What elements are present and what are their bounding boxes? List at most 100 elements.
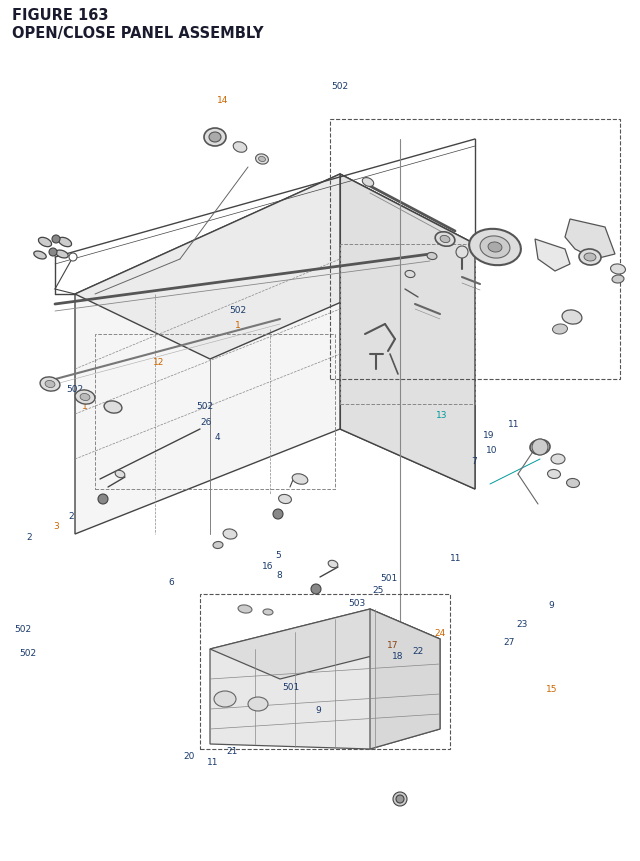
Ellipse shape bbox=[278, 495, 291, 504]
Ellipse shape bbox=[104, 401, 122, 413]
Text: 9: 9 bbox=[316, 705, 321, 714]
Bar bbox=[340, 245, 475, 405]
Ellipse shape bbox=[469, 230, 521, 266]
Ellipse shape bbox=[259, 158, 266, 163]
Text: 24: 24 bbox=[435, 629, 446, 637]
Ellipse shape bbox=[405, 271, 415, 278]
Ellipse shape bbox=[233, 143, 247, 153]
Circle shape bbox=[532, 439, 548, 455]
Ellipse shape bbox=[56, 251, 68, 258]
Text: 17: 17 bbox=[387, 641, 398, 649]
Circle shape bbox=[69, 254, 77, 262]
Text: 11: 11 bbox=[508, 420, 520, 429]
Polygon shape bbox=[75, 175, 475, 535]
Polygon shape bbox=[210, 610, 440, 679]
Text: 502: 502 bbox=[196, 402, 213, 411]
Ellipse shape bbox=[551, 455, 565, 464]
Circle shape bbox=[311, 585, 321, 594]
Circle shape bbox=[52, 236, 60, 244]
Text: 502: 502 bbox=[14, 624, 31, 633]
Text: 16: 16 bbox=[262, 561, 273, 570]
Ellipse shape bbox=[584, 254, 596, 262]
Text: 22: 22 bbox=[412, 647, 424, 655]
Text: 501: 501 bbox=[380, 573, 397, 582]
Text: 14: 14 bbox=[217, 96, 228, 105]
Ellipse shape bbox=[204, 129, 226, 147]
Ellipse shape bbox=[440, 236, 450, 244]
Ellipse shape bbox=[562, 311, 582, 325]
Text: 1: 1 bbox=[82, 401, 87, 410]
Text: 3: 3 bbox=[53, 522, 58, 530]
Polygon shape bbox=[565, 220, 615, 260]
Ellipse shape bbox=[263, 610, 273, 616]
Ellipse shape bbox=[488, 243, 502, 253]
Ellipse shape bbox=[566, 479, 579, 488]
Ellipse shape bbox=[480, 237, 510, 259]
Text: 1: 1 bbox=[236, 321, 241, 330]
Ellipse shape bbox=[612, 276, 624, 283]
Text: 21: 21 bbox=[227, 746, 238, 755]
Text: 5: 5 bbox=[275, 550, 280, 559]
Ellipse shape bbox=[255, 155, 268, 165]
Text: 6: 6 bbox=[169, 578, 174, 586]
Ellipse shape bbox=[213, 542, 223, 548]
Polygon shape bbox=[370, 610, 440, 749]
Text: 2: 2 bbox=[26, 533, 31, 542]
Polygon shape bbox=[535, 239, 570, 272]
Ellipse shape bbox=[40, 377, 60, 392]
Ellipse shape bbox=[80, 394, 90, 401]
Polygon shape bbox=[75, 175, 475, 360]
Ellipse shape bbox=[223, 530, 237, 540]
Polygon shape bbox=[210, 610, 440, 749]
Text: 25: 25 bbox=[372, 585, 383, 594]
Circle shape bbox=[49, 249, 57, 257]
Text: 4: 4 bbox=[215, 432, 220, 441]
Text: 502: 502 bbox=[332, 82, 348, 90]
Text: 8: 8 bbox=[276, 571, 282, 579]
Text: 26: 26 bbox=[200, 418, 212, 426]
Text: 19: 19 bbox=[483, 430, 494, 439]
Ellipse shape bbox=[547, 470, 561, 479]
Bar bbox=[95, 335, 335, 489]
Text: 10: 10 bbox=[486, 446, 498, 455]
Ellipse shape bbox=[58, 238, 72, 247]
Ellipse shape bbox=[248, 697, 268, 711]
Text: 11: 11 bbox=[207, 757, 219, 765]
Text: 7: 7 bbox=[471, 456, 476, 465]
Ellipse shape bbox=[427, 253, 437, 260]
Ellipse shape bbox=[435, 232, 455, 247]
Circle shape bbox=[456, 247, 468, 258]
Text: 11: 11 bbox=[450, 554, 461, 562]
Text: 27: 27 bbox=[504, 637, 515, 646]
Text: OPEN/CLOSE PANEL ASSEMBLY: OPEN/CLOSE PANEL ASSEMBLY bbox=[12, 26, 264, 41]
Text: 503: 503 bbox=[349, 598, 365, 607]
Ellipse shape bbox=[34, 251, 46, 260]
Text: 23: 23 bbox=[516, 619, 527, 628]
Bar bbox=[330, 120, 620, 380]
Ellipse shape bbox=[328, 561, 338, 568]
Text: 15: 15 bbox=[546, 684, 557, 693]
Ellipse shape bbox=[75, 390, 95, 405]
Text: 502: 502 bbox=[230, 306, 246, 314]
Ellipse shape bbox=[611, 264, 625, 275]
Ellipse shape bbox=[238, 605, 252, 613]
Ellipse shape bbox=[530, 440, 550, 455]
Polygon shape bbox=[340, 175, 475, 489]
Circle shape bbox=[396, 795, 404, 803]
Ellipse shape bbox=[579, 250, 601, 266]
Ellipse shape bbox=[362, 178, 374, 187]
Circle shape bbox=[98, 494, 108, 505]
Circle shape bbox=[393, 792, 407, 806]
Text: 501: 501 bbox=[282, 682, 299, 691]
Text: 9: 9 bbox=[549, 601, 554, 610]
Bar bbox=[200, 594, 450, 749]
Ellipse shape bbox=[45, 381, 55, 388]
Ellipse shape bbox=[209, 133, 221, 143]
Text: 13: 13 bbox=[436, 411, 447, 419]
Text: 502: 502 bbox=[67, 385, 83, 393]
Text: FIGURE 163: FIGURE 163 bbox=[12, 8, 109, 23]
Text: 2: 2 bbox=[68, 511, 74, 520]
Text: 18: 18 bbox=[392, 652, 404, 660]
Text: 502: 502 bbox=[20, 648, 36, 657]
Text: 12: 12 bbox=[153, 358, 164, 367]
